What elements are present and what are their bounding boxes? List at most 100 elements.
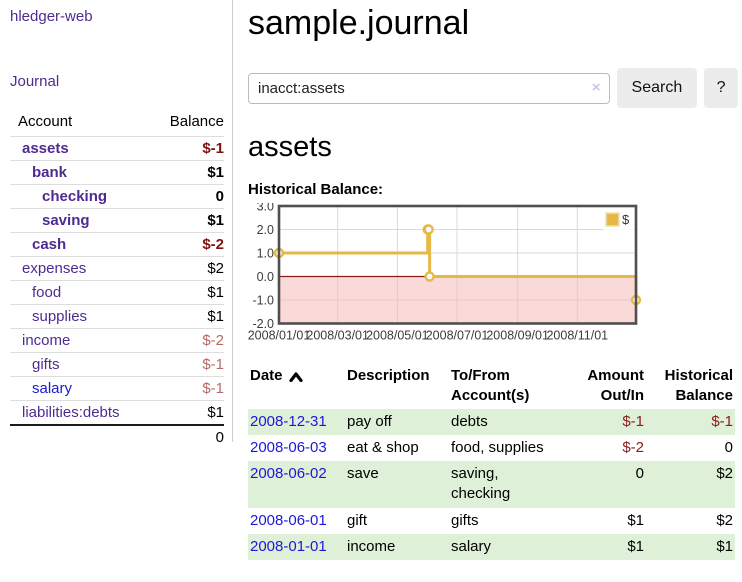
- amount-column-header: Amount Out/In: [587, 367, 644, 405]
- account-link[interactable]: assets: [22, 140, 69, 157]
- transaction-row: 2008-06-02 save saving, checking 0 $2: [248, 461, 735, 508]
- account-link[interactable]: food: [32, 284, 62, 301]
- page-title: sample.journal: [248, 4, 470, 42]
- account-row: supplies $1: [10, 304, 224, 329]
- transaction-amount: 0: [635, 465, 644, 482]
- transaction-date-link[interactable]: 2008-06-02: [250, 465, 327, 482]
- account-row: assets $-1: [10, 136, 224, 161]
- svg-text:3.0: 3.0: [257, 203, 274, 214]
- date-column-header[interactable]: Date: [248, 364, 345, 409]
- register-table: Date Description To/From Account(s) Amou…: [248, 364, 735, 560]
- account-link[interactable]: saving: [42, 212, 90, 229]
- transaction-row: 2008-06-01 gift gifts $1 $2: [248, 508, 735, 534]
- account-row: liabilities:debts $1: [10, 400, 224, 425]
- account-balance: $2: [146, 256, 224, 281]
- balance-column-header: Balance: [169, 113, 224, 130]
- account-balance: $-2: [146, 232, 224, 257]
- transaction-row: 2008-12-31 pay off debts $-1 $-1: [248, 408, 735, 435]
- transaction-row: 2008-06-03 eat & shop food, supplies $-2…: [248, 435, 735, 461]
- svg-text:-2.0: -2.0: [252, 317, 274, 331]
- transaction-accounts: food, supplies: [451, 438, 544, 456]
- transaction-date-link[interactable]: 2008-06-03: [250, 438, 327, 456]
- account-row: bank $1: [10, 160, 224, 185]
- transaction-balance: 0: [724, 438, 733, 456]
- svg-text:2008/09/01: 2008/09/01: [486, 329, 549, 343]
- account-balance: $1: [146, 400, 224, 425]
- help-button[interactable]: ?: [704, 68, 738, 108]
- svg-text:2008/07/01: 2008/07/01: [426, 329, 489, 343]
- account-total-row: 0: [10, 424, 224, 449]
- transaction-amount: $-2: [622, 438, 644, 456]
- sort-ascending-icon: [288, 372, 303, 382]
- transaction-description: gift: [347, 511, 368, 529]
- register-body: 2008-12-31 pay off debts $-1 $-1 2008-06…: [248, 408, 735, 560]
- svg-text:2008/05/01: 2008/05/01: [366, 329, 429, 343]
- accounts-column-header: To/From Account(s): [451, 367, 530, 405]
- account-balance: $1: [146, 160, 224, 185]
- account-link[interactable]: checking: [42, 188, 108, 205]
- historical-balance-chart: $3.0 2.0 1.0 0.0 -1.0 -2.02008/01/012008/03/0…: [248, 203, 642, 343]
- account-balance: 0: [146, 184, 224, 209]
- account-balance: $-1: [146, 136, 224, 161]
- account-tree: Account Balance assets $-1 bank $1 check…: [10, 111, 224, 449]
- account-link[interactable]: liabilities:debts: [22, 404, 120, 421]
- search-button[interactable]: Search: [616, 68, 698, 108]
- transaction-description: pay off: [347, 412, 392, 430]
- transaction-amount: $1: [627, 537, 644, 555]
- account-link[interactable]: cash: [32, 236, 67, 253]
- account-balance: $1: [146, 280, 224, 305]
- account-row: saving $1: [10, 208, 224, 233]
- transaction-amount: $-1: [622, 412, 644, 430]
- sidebar-item-journal[interactable]: Journal: [10, 73, 60, 90]
- account-balance: $-2: [146, 328, 224, 353]
- transaction-balance: $2: [716, 511, 733, 529]
- account-row: food $1: [10, 280, 224, 305]
- chart-title: Historical Balance:: [248, 181, 384, 198]
- svg-text:2.0: 2.0: [257, 223, 274, 237]
- account-column-header: Account: [18, 113, 73, 130]
- account-heading: assets: [248, 131, 332, 163]
- clear-search-icon[interactable]: ×: [591, 78, 601, 96]
- svg-text:0.0: 0.0: [257, 270, 274, 284]
- account-link[interactable]: gifts: [32, 356, 60, 373]
- transaction-accounts: gifts: [451, 511, 479, 529]
- account-row: income $-2: [10, 328, 224, 353]
- transaction-date-link[interactable]: 2008-06-01: [250, 511, 327, 529]
- account-tree-body: assets $-1 bank $1 checking 0 saving $1 …: [10, 136, 224, 425]
- transaction-balance: $2: [716, 465, 733, 482]
- transaction-description: income: [347, 537, 396, 555]
- description-column-header: Description: [347, 367, 430, 384]
- account-link[interactable]: expenses: [22, 260, 87, 277]
- transaction-date-link[interactable]: 2008-01-01: [250, 537, 327, 555]
- search-input[interactable]: [248, 72, 610, 104]
- account-row: gifts $-1: [10, 352, 224, 377]
- account-link[interactable]: salary: [32, 380, 73, 397]
- transaction-balance: $1: [716, 537, 733, 555]
- account-row: salary $-1: [10, 376, 224, 401]
- total-balance: 0: [146, 424, 224, 449]
- svg-text:-1.0: -1.0: [252, 294, 274, 308]
- transaction-amount: $1: [627, 511, 644, 529]
- account-row: cash $-2: [10, 232, 224, 257]
- svg-text:1.0: 1.0: [257, 247, 274, 261]
- transaction-description: save: [347, 465, 379, 482]
- svg-text:2008/03/01: 2008/03/01: [306, 329, 369, 343]
- account-link[interactable]: supplies: [32, 308, 88, 325]
- svg-text:$: $: [622, 212, 630, 227]
- account-balance: $1: [146, 304, 224, 329]
- transaction-row: 2008-01-01 income salary $1 $1: [248, 533, 735, 560]
- account-balance: $-1: [146, 352, 224, 377]
- account-link[interactable]: bank: [32, 164, 68, 181]
- transaction-date-link[interactable]: 2008-12-31: [250, 412, 327, 430]
- transaction-description: eat & shop: [347, 438, 419, 456]
- main-content: sample.journal × Search ? assets Histori…: [248, 0, 738, 560]
- transaction-accounts: debts: [451, 412, 488, 430]
- transaction-balance: $-1: [711, 412, 733, 430]
- account-link[interactable]: income: [22, 332, 71, 349]
- brand-link[interactable]: hledger-web: [10, 8, 93, 25]
- transaction-accounts: salary: [451, 537, 492, 555]
- sidebar: hledger-web Journal Account Balance asse…: [0, 0, 233, 449]
- account-row: expenses $2: [10, 256, 224, 281]
- account-balance: $1: [146, 208, 224, 233]
- balance-column-header-register: Historical Balance: [664, 367, 733, 405]
